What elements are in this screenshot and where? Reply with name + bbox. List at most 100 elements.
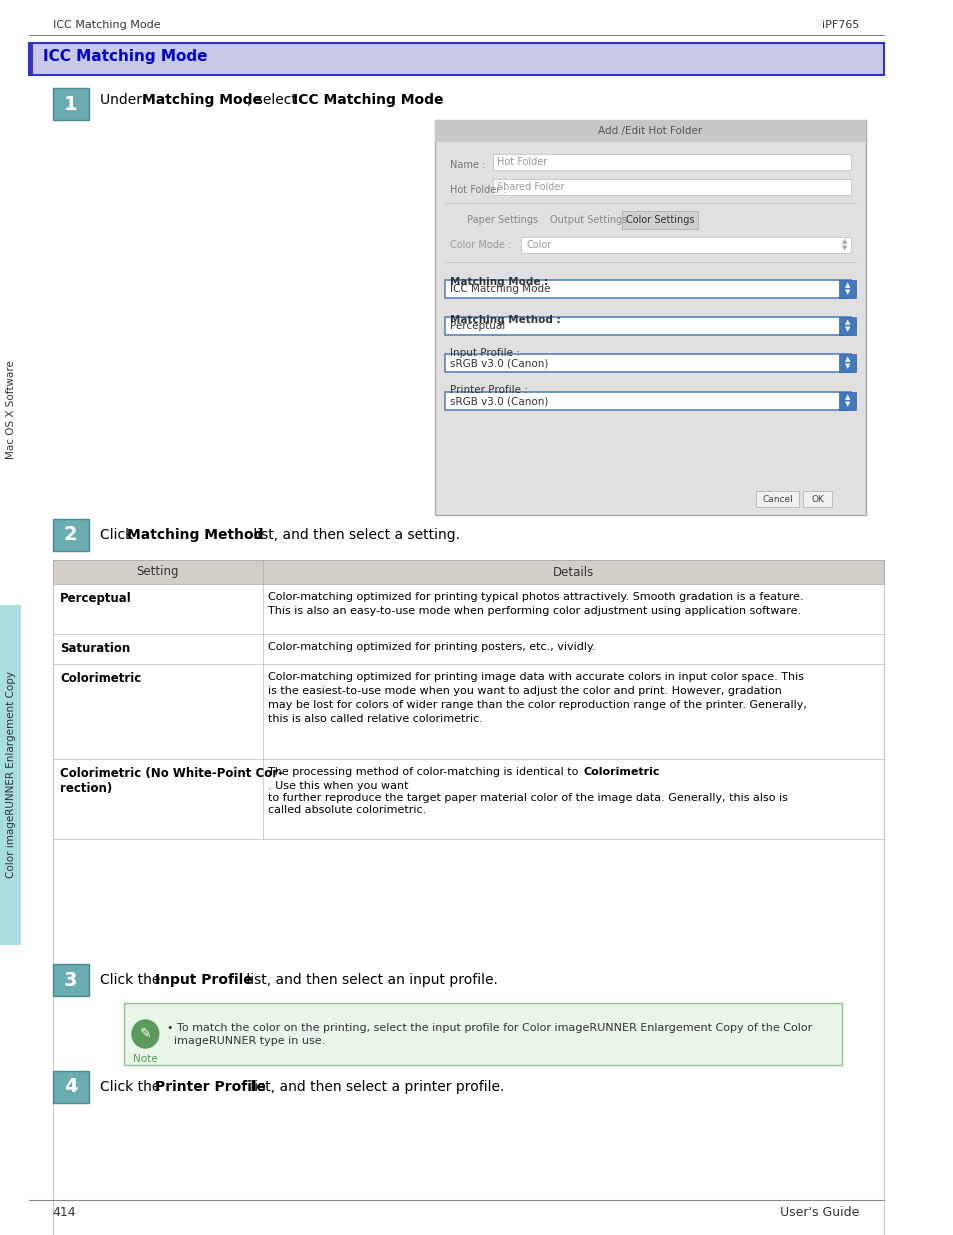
- Bar: [444, 391, 850, 410]
- FancyBboxPatch shape: [124, 1003, 841, 1065]
- Text: Color imageRUNNER Enlargement Copy: Color imageRUNNER Enlargement Copy: [6, 672, 15, 878]
- FancyBboxPatch shape: [52, 519, 89, 551]
- Text: imageRUNNER type in use.: imageRUNNER type in use.: [167, 1036, 325, 1046]
- Text: this is also called relative colorimetric.: this is also called relative colorimetri…: [268, 714, 482, 724]
- Text: Input Profile :: Input Profile :: [449, 348, 518, 358]
- Bar: [838, 280, 855, 298]
- Text: ▲
▼: ▲ ▼: [843, 320, 849, 332]
- Text: to further reproduce the target paper material color of the image data. Generall: to further reproduce the target paper ma…: [268, 793, 787, 803]
- Text: ✎: ✎: [139, 1028, 151, 1041]
- Text: 3: 3: [64, 971, 77, 989]
- Text: ICC Matching Mode: ICC Matching Mode: [449, 284, 550, 294]
- Bar: [52, 559, 882, 1235]
- Bar: [492, 179, 850, 195]
- Text: . Use this when you want: . Use this when you want: [268, 781, 408, 790]
- Text: ▲
▼: ▲ ▼: [843, 283, 849, 295]
- FancyBboxPatch shape: [52, 965, 89, 995]
- Bar: [838, 354, 855, 372]
- Text: is the easiest-to-use mode when you want to adjust the color and print. However,: is the easiest-to-use mode when you want…: [268, 685, 781, 697]
- Text: Perceptual: Perceptual: [449, 321, 504, 331]
- Text: Printer Profile: Printer Profile: [154, 1079, 266, 1094]
- FancyBboxPatch shape: [52, 88, 89, 120]
- Text: 4: 4: [64, 1077, 77, 1097]
- FancyBboxPatch shape: [621, 211, 698, 228]
- Text: Setting: Setting: [136, 566, 179, 578]
- Text: • To match the color on the printing, select the input profile for Color imageRU: • To match the color on the printing, se…: [167, 1023, 812, 1032]
- Bar: [444, 317, 850, 335]
- Text: ICC Matching Mode: ICC Matching Mode: [43, 49, 208, 64]
- Text: Color-matching optimized for printing posters, etc., vividly.: Color-matching optimized for printing po…: [268, 642, 595, 652]
- Text: Click: Click: [100, 529, 138, 542]
- FancyBboxPatch shape: [52, 1071, 89, 1103]
- Text: ▲
▼: ▲ ▼: [841, 238, 846, 252]
- Text: Details: Details: [552, 566, 594, 578]
- Text: , select: , select: [247, 93, 301, 107]
- FancyBboxPatch shape: [29, 43, 882, 75]
- Bar: [0, 605, 21, 945]
- Text: Cancel: Cancel: [761, 494, 792, 504]
- Text: Under: Under: [100, 93, 147, 107]
- Text: ▲
▼: ▲ ▼: [843, 357, 849, 369]
- Text: sRGB v3.0 (Canon): sRGB v3.0 (Canon): [449, 396, 547, 406]
- Text: list, and then select a printer profile.: list, and then select a printer profile.: [246, 1079, 503, 1094]
- Text: Color Mode :: Color Mode :: [449, 240, 510, 249]
- Text: Perceptual: Perceptual: [60, 592, 132, 605]
- Bar: [29, 43, 33, 75]
- Bar: [838, 391, 855, 410]
- Bar: [444, 354, 850, 372]
- Text: Paper Settings: Paper Settings: [466, 215, 537, 225]
- Text: sRGB v3.0 (Canon): sRGB v3.0 (Canon): [449, 358, 547, 368]
- Text: ICC Matching Mode: ICC Matching Mode: [52, 20, 160, 30]
- Text: Note: Note: [132, 1053, 157, 1065]
- Text: 1: 1: [64, 95, 77, 114]
- Text: Output Settings: Output Settings: [549, 215, 626, 225]
- Text: The processing method of color-matching is identical to: The processing method of color-matching …: [268, 767, 581, 777]
- Text: Click the: Click the: [100, 973, 165, 987]
- Text: list, and then select a setting.: list, and then select a setting.: [249, 529, 459, 542]
- Text: Colorimetric: Colorimetric: [583, 767, 659, 777]
- Text: Add /Edit Hot Folder: Add /Edit Hot Folder: [598, 126, 701, 136]
- Text: Saturation: Saturation: [60, 642, 131, 655]
- Bar: [755, 492, 798, 508]
- Text: Printer Profile :: Printer Profile :: [449, 385, 527, 395]
- Text: Color-matching optimized for printing typical photos attractively. Smooth gradat: Color-matching optimized for printing ty…: [268, 592, 802, 601]
- Text: Shared Folder: Shared Folder: [497, 182, 564, 191]
- Bar: [444, 280, 850, 298]
- Bar: [802, 492, 831, 508]
- Bar: [0, 235, 21, 585]
- Text: called absolute colorimetric.: called absolute colorimetric.: [268, 805, 426, 815]
- Bar: [838, 317, 855, 335]
- Text: Name :: Name :: [449, 161, 484, 170]
- Text: Click the: Click the: [100, 1079, 165, 1094]
- Text: Color-matching optimized for printing image data with accurate colors in input c: Color-matching optimized for printing im…: [268, 672, 803, 682]
- Text: ▲
▼: ▲ ▼: [843, 394, 849, 408]
- Bar: [492, 154, 850, 170]
- Text: Matching Mode: Matching Mode: [141, 93, 261, 107]
- Text: ICC Matching Mode: ICC Matching Mode: [293, 93, 443, 107]
- Text: Hot Folder :: Hot Folder :: [449, 185, 506, 195]
- Bar: [520, 237, 850, 253]
- Text: list, and then select an input profile.: list, and then select an input profile.: [242, 973, 497, 987]
- Bar: [435, 120, 864, 142]
- Text: 414: 414: [52, 1207, 76, 1219]
- Text: Color: Color: [525, 240, 551, 249]
- Text: may be lost for colors of wider range than the color reproduction range of the p: may be lost for colors of wider range th…: [268, 700, 806, 710]
- Bar: [52, 559, 882, 584]
- Text: 2: 2: [64, 526, 77, 545]
- Text: Matching Mode :: Matching Mode :: [449, 277, 547, 287]
- Text: User's Guide: User's Guide: [780, 1207, 859, 1219]
- Text: Input Profile: Input Profile: [154, 973, 253, 987]
- Text: .: .: [436, 93, 440, 107]
- Text: Matching Method: Matching Method: [127, 529, 263, 542]
- Circle shape: [132, 1020, 158, 1049]
- Text: OK: OK: [810, 494, 823, 504]
- FancyBboxPatch shape: [435, 120, 864, 515]
- Text: iPF765: iPF765: [821, 20, 859, 30]
- Text: This is also an easy-to-use mode when performing color adjustment using applicat: This is also an easy-to-use mode when pe…: [268, 606, 801, 616]
- Text: Hot Folder: Hot Folder: [497, 157, 547, 167]
- Text: Colorimetric (No White-Point Cor-
rection): Colorimetric (No White-Point Cor- rectio…: [60, 767, 283, 795]
- Text: Matching Method :: Matching Method :: [449, 315, 559, 325]
- Text: Color Settings: Color Settings: [625, 215, 694, 225]
- Text: Colorimetric: Colorimetric: [60, 672, 141, 685]
- Text: Mac OS X Software: Mac OS X Software: [6, 361, 15, 459]
